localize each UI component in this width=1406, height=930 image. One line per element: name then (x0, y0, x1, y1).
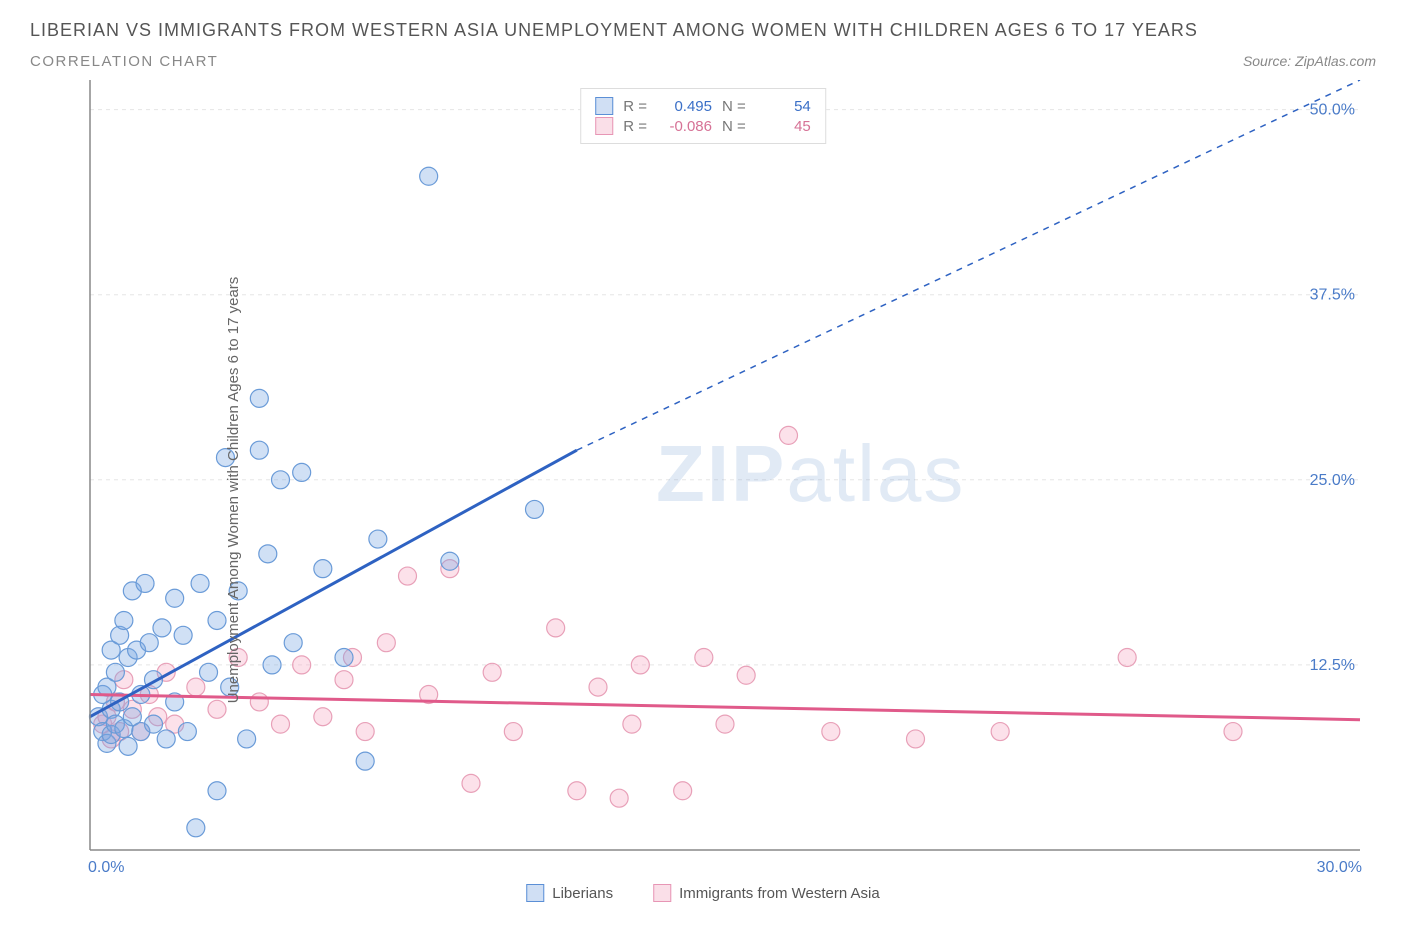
svg-text:30.0%: 30.0% (1317, 859, 1362, 876)
subtitle: CORRELATION CHART (30, 53, 218, 70)
swatch-icon (526, 884, 544, 902)
source-prefix: Source: (1243, 53, 1295, 69)
legend-label: Liberians (552, 885, 613, 902)
r-value: -0.086 (657, 118, 712, 135)
legend-item-series2: Immigrants from Western Asia (653, 884, 880, 902)
source-credit: Source: ZipAtlas.com (1243, 53, 1376, 69)
n-value: 45 (756, 118, 811, 135)
legend-item-series1: Liberians (526, 884, 613, 902)
svg-text:25.0%: 25.0% (1310, 472, 1355, 489)
swatch-icon (595, 97, 613, 115)
svg-text:12.5%: 12.5% (1310, 657, 1355, 674)
page-title: LIBERIAN VS IMMIGRANTS FROM WESTERN ASIA… (30, 20, 1376, 41)
source-name: ZipAtlas.com (1295, 53, 1376, 69)
subtitle-row: CORRELATION CHART Source: ZipAtlas.com (30, 53, 1376, 70)
svg-text:50.0%: 50.0% (1310, 102, 1355, 119)
n-label: N = (722, 98, 746, 115)
stats-box: R = 0.495 N = 54 R = -0.086 N = 45 (580, 88, 826, 144)
legend-label: Immigrants from Western Asia (679, 885, 880, 902)
r-value: 0.495 (657, 98, 712, 115)
n-value: 54 (756, 98, 811, 115)
stats-row-series1: R = 0.495 N = 54 (595, 97, 811, 115)
svg-text:0.0%: 0.0% (88, 859, 124, 876)
r-label: R = (623, 118, 647, 135)
chart-container: Unemployment Among Women with Children A… (30, 80, 1376, 900)
swatch-icon (595, 117, 613, 135)
svg-text:37.5%: 37.5% (1310, 287, 1355, 304)
swatch-icon (653, 884, 671, 902)
title-block: LIBERIAN VS IMMIGRANTS FROM WESTERN ASIA… (30, 20, 1376, 70)
stats-row-series2: R = -0.086 N = 45 (595, 117, 811, 135)
r-label: R = (623, 98, 647, 115)
y-axis-label: Unemployment Among Women with Children A… (225, 277, 242, 704)
legend: Liberians Immigrants from Western Asia (526, 884, 880, 902)
n-label: N = (722, 118, 746, 135)
